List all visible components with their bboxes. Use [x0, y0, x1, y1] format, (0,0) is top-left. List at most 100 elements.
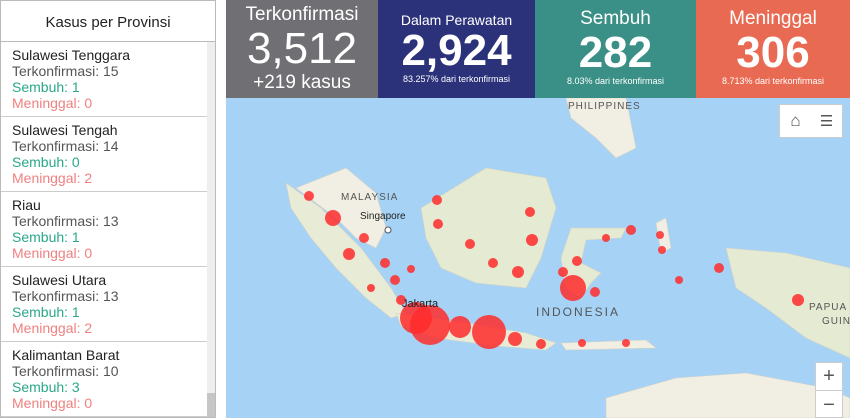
zoom-out-button[interactable]: −	[816, 390, 842, 418]
land-philippines	[565, 98, 637, 159]
case-marker[interactable]	[432, 195, 442, 205]
confirmed-count: Terkonfirmasi: 13	[12, 213, 119, 229]
stat-card-sembuh: Sembuh 282 8.03% dari terkonfirmasi	[535, 0, 696, 98]
label-philippines: PHILIPPINES	[568, 101, 641, 112]
land-borneo	[420, 167, 557, 289]
label-indonesia: INDONESIA	[536, 305, 621, 319]
case-marker[interactable]	[525, 207, 535, 217]
case-marker[interactable]	[472, 315, 506, 349]
deaths-count: Meninggal: 0	[12, 395, 93, 411]
card-footer: 83.257% dari terkonfirmasi	[402, 74, 511, 84]
case-marker[interactable]	[536, 339, 546, 349]
deaths-count: Meninggal: 0	[12, 245, 93, 261]
card-title: Meninggal	[729, 8, 817, 29]
case-marker[interactable]	[572, 256, 582, 266]
province-name: Sulawesi Tenggara	[12, 47, 131, 63]
stat-card-terkonfirmasi: Terkonfirmasi 3,512 +219 kasus	[226, 0, 378, 98]
case-marker[interactable]	[449, 316, 471, 338]
label-papua: PAPUA	[809, 302, 848, 313]
case-marker[interactable]	[526, 234, 538, 246]
scrollbar[interactable]	[207, 42, 215, 417]
case-marker[interactable]	[714, 263, 724, 273]
case-marker[interactable]	[792, 294, 804, 306]
card-value: 2,924	[401, 26, 512, 75]
land-papua	[725, 247, 850, 359]
case-marker[interactable]	[658, 246, 666, 254]
zoom-in-button[interactable]: +	[823, 365, 835, 387]
card-title: Dalam Perawatan	[400, 12, 513, 28]
case-marker[interactable]	[508, 332, 522, 346]
home-icon[interactable]: ⌂	[790, 111, 801, 130]
confirmed-count: Terkonfirmasi: 10	[12, 363, 119, 379]
case-marker[interactable]	[560, 275, 586, 301]
card-footer: 8.713% dari terkonfirmasi	[721, 76, 825, 86]
panel-title: Kasus per Provinsi	[1, 1, 215, 42]
case-marker[interactable]	[343, 248, 355, 260]
case-marker[interactable]	[558, 267, 568, 277]
deaths-count: Meninggal: 0	[12, 95, 93, 111]
card-value: 282	[578, 28, 653, 77]
province-name: Kalimantan Barat	[12, 347, 120, 363]
case-marker[interactable]	[675, 276, 683, 284]
label-singapore: Singapore	[360, 211, 406, 222]
map-canvas[interactable]	[226, 98, 850, 418]
case-marker[interactable]	[433, 219, 443, 229]
card-footer: +219 kasus	[253, 72, 351, 93]
label-jakarta: Jakarta	[402, 298, 439, 310]
land-nusa-tenggara	[560, 339, 657, 351]
scrollbar-thumb[interactable]	[207, 393, 215, 417]
confirmed-count: Terkonfirmasi: 15	[12, 63, 119, 79]
province-list-panel: Kasus per Provinsi Sulawesi Tenggara Terk…	[0, 0, 216, 418]
case-marker[interactable]	[367, 284, 375, 292]
recovered-count: Sembuh: 0	[12, 154, 80, 170]
province-name: Sulawesi Tengah	[12, 122, 118, 138]
case-marker[interactable]	[622, 339, 630, 347]
case-marker[interactable]	[380, 258, 390, 268]
province-list-item[interactable]: Sulawesi Tenggara Terkonfirmasi: 15 Sembuh…	[1, 42, 209, 117]
label-malaysia: MALAYSIA	[341, 192, 399, 203]
case-marker[interactable]	[359, 233, 369, 243]
legend-list-icon[interactable]: ☰	[819, 113, 834, 130]
recovered-count: Sembuh: 1	[12, 304, 80, 320]
case-marker[interactable]	[390, 275, 400, 285]
case-marker[interactable]	[656, 231, 664, 239]
case-marker[interactable]	[325, 210, 341, 226]
case-marker[interactable]	[396, 295, 406, 305]
case-marker[interactable]	[578, 339, 586, 347]
province-name: Riau	[12, 197, 41, 213]
case-marker[interactable]	[602, 234, 610, 242]
recovered-count: Sembuh: 1	[12, 229, 80, 245]
card-footer: 8.03% dari terkonfirmasi	[566, 76, 665, 86]
label-guinea: GUIN	[822, 316, 850, 327]
province-list-item[interactable]: Riau Terkonfirmasi: 13 Sembuh: 1 Meninggal:…	[1, 192, 209, 267]
deaths-count: Meninggal: 2	[12, 320, 93, 336]
case-marker[interactable]	[626, 225, 636, 235]
card-title: Sembuh	[580, 8, 651, 29]
map-toolbar: ⌂ ☰	[779, 104, 843, 138]
city-dot-singapore	[384, 226, 392, 234]
recovered-count: Sembuh: 1	[12, 79, 80, 95]
card-value: 306	[736, 28, 810, 77]
confirmed-count: Terkonfirmasi: 14	[12, 138, 119, 154]
province-list-item[interactable]: Sulawesi Tengah Terkonfirmasi: 14 Sembuh: …	[1, 117, 209, 192]
card-title: Terkonfirmasi	[245, 4, 359, 25]
land-australia	[605, 372, 850, 418]
case-marker[interactable]	[590, 287, 600, 297]
stat-card-meninggal: Meninggal 306 8.713% dari terkonfirmasi	[696, 0, 850, 98]
case-marker[interactable]	[512, 266, 524, 278]
land-peninsula	[295, 167, 387, 249]
case-marker[interactable]	[304, 191, 314, 201]
card-value: 3,512	[246, 24, 358, 73]
province-name: Sulawesi Utara	[12, 272, 107, 288]
case-marker[interactable]	[410, 305, 450, 345]
confirmed-count: Terkonfirmasi: 13	[12, 288, 119, 304]
case-marker[interactable]	[407, 265, 415, 273]
recovered-count: Sembuh: 3	[12, 379, 80, 395]
province-list-item[interactable]: Kalimantan Barat Terkonfirmasi: 10 Sembuh:…	[1, 342, 209, 417]
case-marker[interactable]	[465, 239, 475, 249]
stat-card-dalam-perawatan: Dalam Perawatan 2,924 83.257% dari terkonf…	[378, 0, 535, 98]
case-marker[interactable]	[488, 258, 498, 268]
deaths-count: Meninggal: 2	[12, 170, 93, 186]
province-list-item[interactable]: Sulawesi Utara Terkonfirmasi: 13 Sembuh: 1…	[1, 267, 209, 342]
map[interactable]: MALAYSIA Singapore PHILIPPINES Jakarta I…	[226, 98, 850, 418]
